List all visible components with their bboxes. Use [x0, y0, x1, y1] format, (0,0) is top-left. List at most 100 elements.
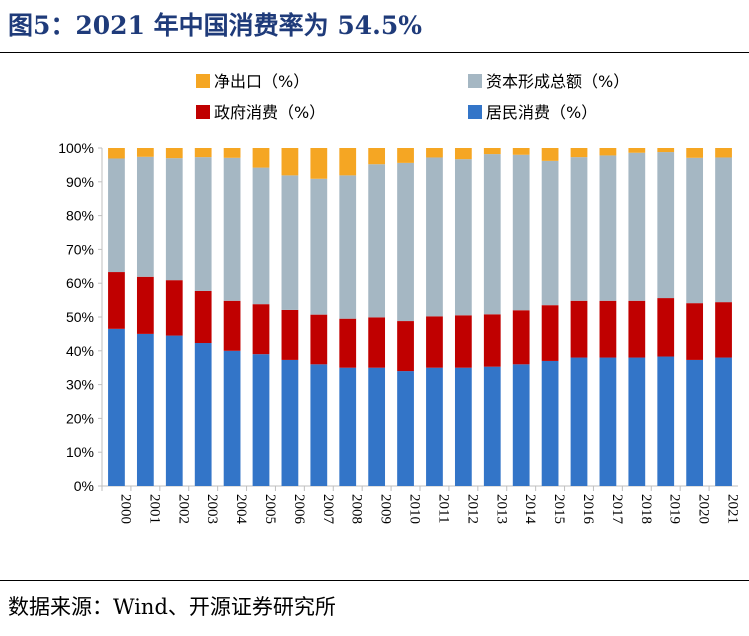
y-tick-label: 50%: [66, 309, 94, 325]
bar-segment: [281, 148, 299, 176]
y-tick-label: 20%: [66, 410, 94, 426]
bar-segment: [339, 367, 357, 486]
bar-segment: [657, 148, 675, 153]
y-tick-label: 0%: [74, 478, 94, 494]
bar-segment: [454, 159, 472, 316]
bar-segment: [397, 321, 414, 372]
bar-segment: [512, 310, 530, 365]
bar-segment: [454, 148, 472, 160]
bar-segment: [223, 148, 241, 158]
x-tick-label: 2015: [551, 494, 567, 524]
x-tick-label: 2009: [378, 494, 394, 524]
x-tick-label: 2019: [667, 494, 683, 524]
bar-segment: [108, 272, 125, 329]
bar-segment: [310, 314, 328, 365]
legend-label: 居民消费（%）: [486, 103, 597, 122]
bar-segment: [223, 350, 241, 486]
bar-segment: [368, 164, 386, 318]
x-tick-label: 2007: [320, 494, 336, 525]
bar-segment: [368, 367, 386, 486]
bar-segment: [686, 359, 704, 486]
legend-label: 政府消费（%）: [214, 103, 325, 122]
figure-title: 图5：2021 年中国消费率为 54.5%: [8, 11, 423, 40]
bar-segment: [570, 157, 588, 301]
bar-segment: [281, 359, 299, 486]
top-divider: [0, 52, 749, 53]
x-tick-label: 2012: [464, 494, 480, 524]
bar-segment: [252, 354, 270, 486]
y-tick-label: 60%: [66, 275, 94, 291]
bar-segment: [194, 343, 212, 486]
y-tick-label: 10%: [66, 444, 94, 460]
x-tick-label: 2020: [696, 494, 712, 524]
bar-segment: [512, 154, 530, 311]
bar-segment: [310, 364, 328, 486]
bar-segment: [483, 314, 501, 367]
bar-segment: [252, 167, 270, 305]
bar-segment: [628, 152, 646, 301]
bar-segment: [252, 304, 270, 355]
bar-segment: [454, 367, 472, 486]
bar-segment: [686, 303, 704, 360]
bar-segment: [426, 157, 443, 317]
bar-segment: [252, 148, 270, 168]
bar-segment: [136, 156, 154, 277]
bar-segment: [165, 335, 183, 486]
bar-segment: [194, 157, 212, 291]
bar-segment: [136, 276, 154, 334]
bar-segment: [426, 148, 443, 158]
x-tick-label: 2018: [638, 494, 654, 524]
bar-segment: [339, 148, 357, 176]
x-tick-label: 2013: [493, 494, 509, 524]
bar-segment: [686, 157, 704, 304]
x-tick-label: 2000: [117, 494, 133, 524]
x-axis: 2000 2001 2002 2003 2004 2005 2006 2007 2008 2009…: [117, 494, 740, 525]
bar-segment: [512, 148, 530, 155]
bar-segment: [397, 162, 414, 322]
bar-segment: [570, 300, 588, 358]
legend-label: 资本形成总额（%）: [486, 72, 629, 91]
bar-segment: [165, 148, 183, 159]
x-tick-label: 2011: [435, 494, 451, 523]
bar-segment: [541, 360, 559, 486]
bar-segment: [570, 148, 588, 158]
bar-segment: [686, 148, 704, 158]
bar-segment: [165, 280, 183, 336]
bar-segment: [397, 148, 414, 163]
bar-segment: [599, 357, 617, 486]
bar-segment: [194, 290, 212, 344]
x-tick-label: 2002: [175, 494, 191, 524]
bar-segment: [339, 318, 357, 368]
bar-segment: [136, 333, 154, 486]
y-tick-label: 100%: [58, 140, 94, 156]
bar-segment: [599, 148, 617, 156]
bar-segment: [426, 367, 443, 486]
bar-segment: [512, 364, 530, 486]
x-tick-label: 2008: [349, 494, 365, 524]
bar-segment: [541, 160, 559, 306]
source-note: 数据来源：Wind、开源证券研究所: [8, 595, 336, 619]
bar-segment: [628, 148, 646, 153]
bar-segment: [483, 154, 501, 315]
legend-label: 净出口（%）: [214, 72, 309, 91]
bar-segment: [310, 178, 328, 315]
bar-segment: [483, 366, 501, 486]
bar-segment: [108, 158, 125, 273]
x-tick-label: 2021: [725, 494, 741, 524]
bar-segment: [368, 148, 386, 165]
bar-segment: [657, 152, 675, 299]
bar-segment: [426, 316, 443, 368]
x-tick-label: 2006: [291, 494, 307, 525]
x-tick-label: 2001: [146, 494, 162, 524]
x-tick-label: 2014: [522, 494, 538, 525]
bar-segment: [281, 309, 299, 360]
bar-segment: [715, 302, 732, 358]
bar-segment: [541, 148, 559, 161]
bar-segment: [599, 155, 617, 301]
bar-segment: [483, 148, 501, 155]
stacked-bar-chart: 净出口（%） 资本形成总额（%） 政府消费（%） 居民消费（%） 0% 10% 20% 30…: [58, 72, 740, 525]
y-tick-label: 30%: [66, 377, 94, 393]
x-tick-label: 2004: [233, 494, 249, 525]
y-axis: 0% 10% 20% 30% 40% 50% 60% 70% 80% 90% 100%: [58, 140, 102, 494]
x-tick-label: 2010: [407, 494, 423, 524]
